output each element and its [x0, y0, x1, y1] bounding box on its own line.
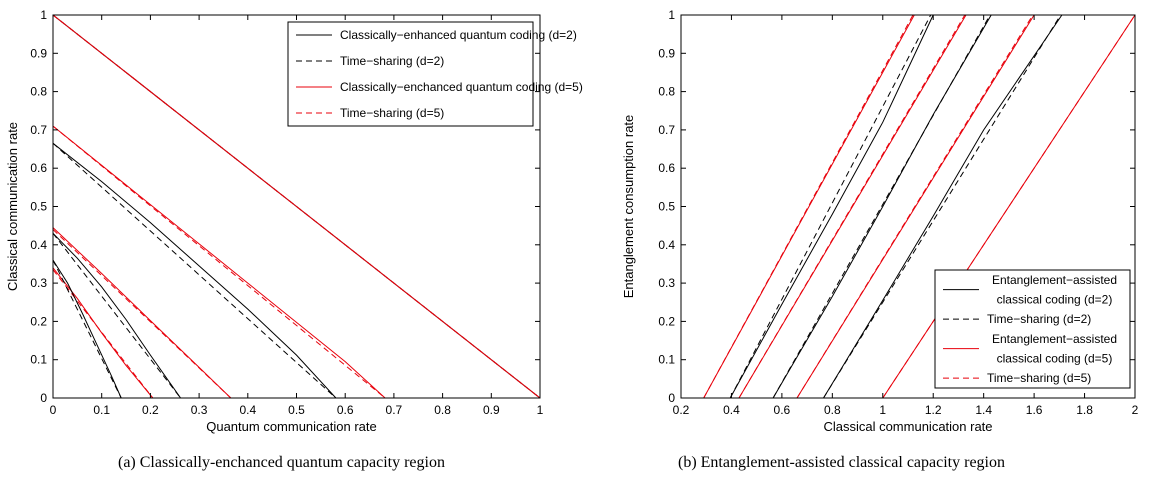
- x-tick-label: 1: [879, 403, 886, 417]
- series-line-15: [52, 259, 122, 399]
- x-tick-label: 1.6: [1026, 403, 1043, 417]
- chart-panel-a: 0 0.1 0.2 0.3 0.4 0.5 0.6 0.7 0.8 0.9 1 0 0.1 0.2 0.3 0…: [5, 8, 583, 434]
- series-line-2: [729, 14, 934, 399]
- y-tick-label: 0.5: [30, 200, 47, 214]
- x-tick-label: 0.2: [142, 403, 159, 417]
- x-tick-label: 1.4: [975, 403, 992, 417]
- legend-label-0-line2: classical coding (d=2): [997, 293, 1113, 307]
- y-axis-label: Classical communication rate: [5, 122, 20, 291]
- series-line-13: [52, 269, 154, 399]
- series-line-5: [52, 125, 386, 399]
- y-tick-label: 0.6: [30, 161, 47, 175]
- series-line-6: [52, 142, 337, 399]
- series-line-1: [703, 14, 914, 399]
- x-tick-label: 0: [50, 403, 57, 417]
- y-tick-label: 0.2: [658, 314, 675, 328]
- series-line-9: [52, 229, 232, 399]
- series-line-4: [738, 14, 967, 399]
- series-line-7: [52, 142, 337, 399]
- y-tick-label: 0.2: [30, 314, 47, 328]
- x-tick-label: 0.7: [386, 403, 403, 417]
- legend: Entanglement−assisted classical coding (d…: [934, 269, 1131, 389]
- x-tick-label: 0.3: [191, 403, 208, 417]
- chart-panel-b: 0.2 0.4 0.6 0.8 1 1.2 1.4 1.6 1.8 2 0 0.1 0.2 0.3 0.4 0…: [621, 8, 1139, 434]
- legend: Classically−enhanced quantum coding (d=2…: [287, 21, 583, 127]
- series-line-9: [796, 14, 1034, 399]
- y-tick-label: 1: [40, 8, 47, 22]
- legend-label-1: Time−sharing (d=2): [987, 312, 1091, 326]
- x-tick-label: 0.8: [434, 403, 451, 417]
- legend-label-2-line2: classical coding (d=5): [997, 352, 1113, 366]
- x-tick-label: 0.6: [337, 403, 354, 417]
- y-tick-label: 0.4: [30, 238, 47, 252]
- x-tick-label: 0.4: [239, 403, 256, 417]
- legend-label-1: Time−sharing (d=2): [340, 54, 444, 68]
- y-tick-label: 0.1: [30, 353, 47, 367]
- legend-label-3: Time−sharing (d=5): [987, 371, 1091, 385]
- y-tick-label: 0.4: [658, 238, 675, 252]
- series-line-3: [52, 14, 541, 399]
- y-tick-label: 0.3: [658, 276, 675, 290]
- series-line-7: [772, 14, 991, 399]
- y-tick-label: 0: [40, 391, 47, 405]
- y-tick-label: 0.6: [658, 161, 675, 175]
- y-tick-label: 0.7: [658, 123, 675, 137]
- caption-a: (a) Classically-enchanced quantum capaci…: [118, 454, 445, 471]
- y-axis-label: Entanglement consumption rate: [621, 115, 636, 299]
- y-tick-label: 0.9: [30, 46, 47, 60]
- legend-label-0: Entanglement−assisted: [992, 273, 1117, 287]
- x-tick-label: 0.9: [483, 403, 500, 417]
- x-tick-label: 1.2: [925, 403, 942, 417]
- y-tick-label: 0.7: [30, 123, 47, 137]
- legend-box: [287, 21, 534, 127]
- y-tick-label: 1: [668, 8, 675, 22]
- legend-label-0: Classically−enhanced quantum coding (d=2…: [340, 28, 577, 42]
- x-axis-label: Classical communication rate: [823, 419, 992, 434]
- y-tick-label: 0.9: [658, 46, 675, 60]
- y-tick-label: 0.1: [658, 353, 675, 367]
- series-line-13: [882, 14, 1136, 399]
- series-line-11: [52, 232, 181, 399]
- x-tick-label: 0.6: [774, 403, 791, 417]
- series-line-3: [729, 14, 932, 399]
- y-tick-label: 0.8: [30, 85, 47, 99]
- legend-label-2: Entanglement−assisted: [992, 332, 1117, 346]
- legend-label-3: Time−sharing (d=5): [340, 106, 444, 120]
- series-line-4: [52, 125, 386, 399]
- x-tick-label: 0.8: [824, 403, 841, 417]
- x-tick-label: 1.8: [1076, 403, 1093, 417]
- series-line-12: [52, 267, 154, 399]
- series-line-10: [823, 14, 1063, 399]
- series-line-10: [52, 232, 182, 399]
- x-tick-label: 0.5: [288, 403, 305, 417]
- x-tick-label: 0.1: [93, 403, 110, 417]
- x-tick-label: 0.2: [673, 403, 690, 417]
- y-tick-label: 0.8: [658, 85, 675, 99]
- series-line-14: [52, 259, 122, 399]
- y-tick-label: 0.3: [30, 276, 47, 290]
- y-tick-label: 0: [668, 391, 675, 405]
- x-tick-label: 1: [537, 403, 544, 417]
- series-line-5: [738, 14, 966, 399]
- y-tick-label: 0.5: [658, 200, 675, 214]
- series-line-8: [52, 227, 232, 399]
- x-tick-label: 0.4: [723, 403, 740, 417]
- series-line-11: [823, 14, 1062, 399]
- caption-b: (b) Entanglement-assisted classical capa…: [678, 454, 1005, 471]
- x-tick-label: 2: [1132, 403, 1139, 417]
- legend-label-2: Classically−enchanced quantum coding (d=…: [340, 80, 583, 94]
- x-axis-label: Quantum communication rate: [206, 419, 377, 434]
